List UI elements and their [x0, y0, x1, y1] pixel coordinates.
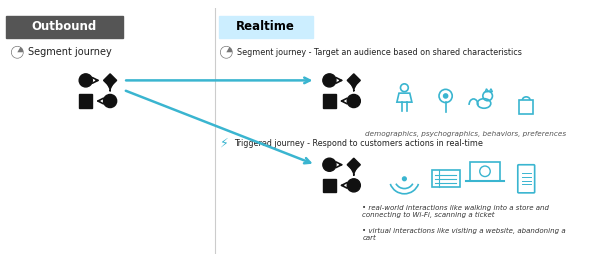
Bar	[6, 16, 123, 38]
Circle shape	[444, 94, 448, 98]
Polygon shape	[347, 74, 361, 87]
Circle shape	[11, 47, 23, 58]
Bar	[519, 100, 533, 114]
Text: Segment journey: Segment journey	[28, 47, 111, 57]
Polygon shape	[104, 74, 117, 87]
Bar	[219, 16, 312, 38]
Circle shape	[403, 177, 406, 181]
Bar	[323, 94, 336, 108]
Circle shape	[323, 158, 336, 171]
Circle shape	[221, 47, 232, 58]
Circle shape	[104, 94, 117, 108]
Circle shape	[347, 94, 361, 108]
Text: Realtime: Realtime	[236, 20, 295, 34]
Bar	[323, 179, 336, 192]
Bar	[432, 170, 460, 187]
Wedge shape	[221, 47, 232, 58]
Text: Segment journey - Target an audience based on shared characteristics: Segment journey - Target an audience bas…	[237, 48, 521, 57]
Text: ⚡: ⚡	[220, 137, 229, 150]
Bar	[470, 162, 500, 181]
Text: • real-world interactions like walking into a store and
connecting to Wi-Fi, sca: • real-world interactions like walking i…	[362, 205, 549, 218]
Text: demographics, psychographics, behaviors, preferences: demographics, psychographics, behaviors,…	[365, 131, 566, 137]
Text: Outbound: Outbound	[31, 20, 97, 34]
Bar	[79, 94, 92, 108]
Circle shape	[79, 74, 92, 87]
Text: • virtual interactions like visiting a website, abandoning a
cart: • virtual interactions like visiting a w…	[362, 227, 566, 241]
Wedge shape	[11, 47, 23, 58]
Polygon shape	[347, 158, 361, 171]
Circle shape	[323, 74, 336, 87]
Text: Triggered journey - Respond to customers actions in real-time: Triggered journey - Respond to customers…	[234, 139, 483, 148]
Circle shape	[347, 179, 361, 192]
